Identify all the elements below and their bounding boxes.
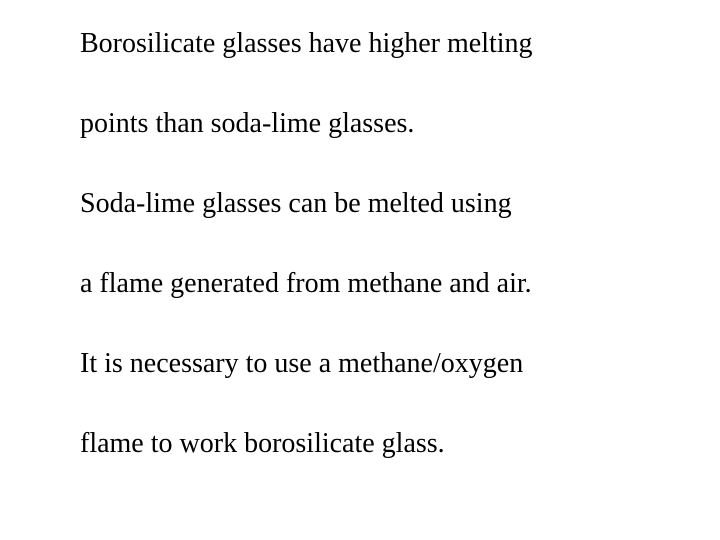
text-line: points than soda-lime glasses. xyxy=(80,110,680,138)
text-line: Borosilicate glasses have higher melting xyxy=(80,30,680,58)
slide-body: Borosilicate glasses have higher melting… xyxy=(0,0,720,540)
text-line: It is necessary to use a methane/oxygen xyxy=(80,350,680,378)
text-line: Soda-lime glasses can be melted using xyxy=(80,190,680,218)
text-line: flame to work borosilicate glass. xyxy=(80,430,680,458)
text-line: a flame generated from methane and air. xyxy=(80,270,680,298)
